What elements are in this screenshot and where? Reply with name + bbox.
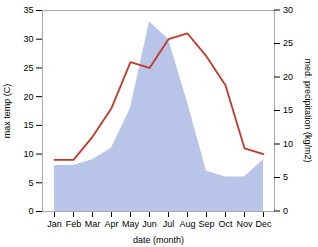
svg-text:Aug: Aug <box>179 219 195 229</box>
svg-text:20: 20 <box>283 72 293 82</box>
svg-text:10: 10 <box>283 139 293 149</box>
svg-text:Jun: Jun <box>142 219 157 229</box>
svg-text:med. precipitation (kg/m2): med. precipitation (kg/m2) <box>303 58 313 162</box>
svg-text:Dec: Dec <box>255 219 272 229</box>
svg-text:date (month): date (month) <box>133 235 184 245</box>
svg-text:35: 35 <box>23 5 33 15</box>
svg-text:20: 20 <box>23 92 33 102</box>
svg-text:Jan: Jan <box>47 219 62 229</box>
svg-text:25: 25 <box>23 63 33 73</box>
svg-text:Feb: Feb <box>66 219 82 229</box>
svg-text:max temp (C): max temp (C) <box>2 84 12 139</box>
svg-text:Oct: Oct <box>218 219 233 229</box>
svg-text:25: 25 <box>283 38 293 48</box>
svg-text:30: 30 <box>283 5 293 15</box>
svg-text:15: 15 <box>23 120 33 130</box>
svg-text:15: 15 <box>283 105 293 115</box>
svg-text:Apr: Apr <box>104 219 118 229</box>
svg-text:10: 10 <box>23 149 33 159</box>
svg-text:Mar: Mar <box>85 219 101 229</box>
svg-text:May: May <box>122 219 140 229</box>
svg-text:Jul: Jul <box>163 219 175 229</box>
svg-text:0: 0 <box>283 206 288 216</box>
svg-text:Sep: Sep <box>198 219 214 229</box>
svg-text:5: 5 <box>283 172 288 182</box>
svg-text:Nov: Nov <box>236 219 253 229</box>
svg-text:5: 5 <box>28 178 33 188</box>
svg-text:0: 0 <box>28 206 33 216</box>
svg-text:30: 30 <box>23 34 33 44</box>
